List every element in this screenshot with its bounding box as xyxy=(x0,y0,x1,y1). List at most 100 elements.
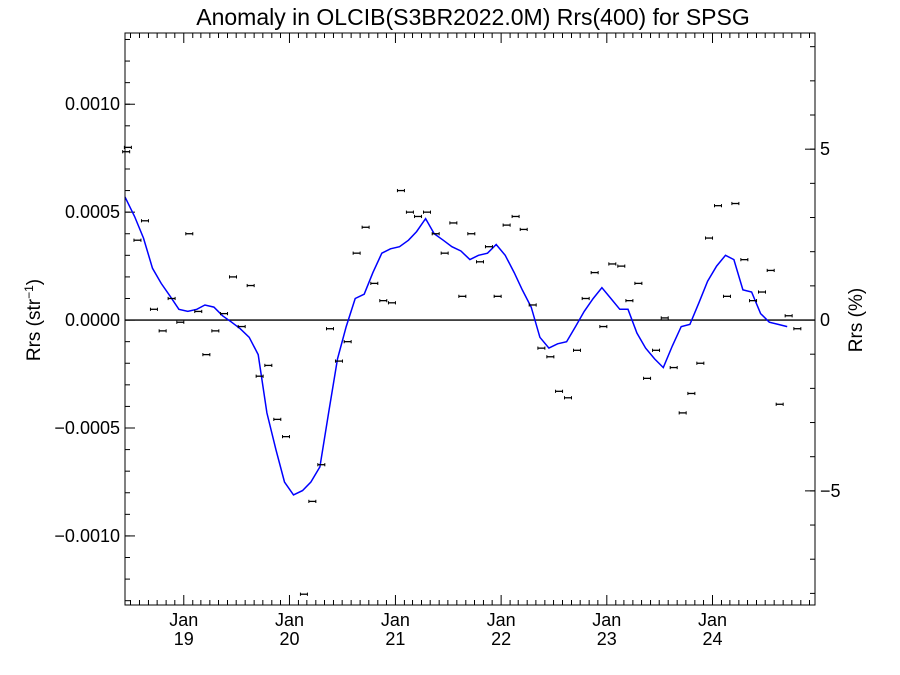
trend-layer xyxy=(124,196,788,496)
data-point xyxy=(617,264,626,268)
x-tick-year: 24 xyxy=(702,629,722,649)
data-points xyxy=(122,145,802,596)
data-point xyxy=(467,232,476,236)
data-point xyxy=(775,402,784,406)
data-point xyxy=(414,214,423,219)
data-point xyxy=(528,303,537,307)
data-point xyxy=(608,262,617,266)
y2-tick-label: 5 xyxy=(820,139,830,159)
y-tick-label: −0.0005 xyxy=(54,418,120,438)
y-tick-label: −0.0010 xyxy=(54,526,120,546)
data-point xyxy=(740,258,749,262)
data-point xyxy=(352,251,361,255)
data-point xyxy=(660,316,669,320)
data-point xyxy=(211,329,220,333)
data-point xyxy=(123,145,132,149)
data-point xyxy=(572,348,581,352)
data-point xyxy=(326,327,335,331)
data-point xyxy=(343,340,352,344)
data-point xyxy=(237,324,246,329)
y-tick-label: 0.0010 xyxy=(65,94,120,114)
y-tick-label: 0.0005 xyxy=(65,202,120,222)
axis-ticks xyxy=(125,33,815,605)
plot-frame xyxy=(124,32,816,606)
x-tick-month: Jan xyxy=(381,610,410,630)
tick-labels: 0.00100.00050.0000−0.0005−0.001050−5Jan1… xyxy=(54,94,840,649)
data-point xyxy=(590,270,599,275)
data-point xyxy=(255,374,264,378)
data-point xyxy=(149,307,158,311)
data-point xyxy=(537,346,546,350)
data-point xyxy=(185,232,194,236)
x-tick-year: 21 xyxy=(385,629,405,649)
data-point xyxy=(705,236,714,240)
x-tick-month: Jan xyxy=(275,610,304,630)
data-point xyxy=(634,281,643,285)
data-point xyxy=(396,188,405,193)
data-point xyxy=(758,290,767,294)
data-point xyxy=(387,301,396,305)
chart-title: Anomaly in OLCIB(S3BR2022.0M) Rrs(400) f… xyxy=(196,4,749,30)
x-tick-month: Jan xyxy=(592,610,621,630)
data-point xyxy=(687,391,696,396)
y2-tick-label: 0 xyxy=(820,310,830,330)
data-point xyxy=(546,355,555,359)
data-point xyxy=(714,204,723,208)
data-point xyxy=(431,232,440,236)
data-point xyxy=(669,365,678,370)
y-tick-label: 0.0000 xyxy=(65,310,120,330)
y2-axis-label: Rrs (%) xyxy=(846,288,867,352)
data-point xyxy=(299,592,308,596)
data-point xyxy=(511,214,520,219)
data-point xyxy=(273,417,282,421)
data-point xyxy=(122,150,131,154)
data-point xyxy=(140,219,149,223)
data-point xyxy=(581,296,590,301)
data-point xyxy=(334,359,343,363)
data-point xyxy=(194,309,203,314)
y2-tick-label: −5 xyxy=(820,481,841,501)
data-point xyxy=(229,275,238,279)
data-point xyxy=(678,411,687,415)
data-point xyxy=(158,329,167,333)
data-point xyxy=(202,353,211,357)
data-point xyxy=(167,296,176,301)
data-point xyxy=(766,268,775,273)
data-point xyxy=(405,210,414,214)
x-tick-month: Jan xyxy=(487,610,516,630)
data-point xyxy=(696,361,705,365)
data-point xyxy=(317,463,326,467)
data-point xyxy=(220,312,229,316)
data-point xyxy=(652,348,661,352)
data-point xyxy=(475,260,484,264)
x-tick-year: 23 xyxy=(597,629,617,649)
x-tick-month: Jan xyxy=(169,610,198,630)
data-point xyxy=(599,324,608,329)
x-tick-year: 20 xyxy=(279,629,299,649)
data-point xyxy=(722,294,731,298)
data-point xyxy=(458,294,467,298)
data-point xyxy=(731,201,740,206)
data-point xyxy=(449,221,458,225)
data-point xyxy=(555,389,564,393)
data-point xyxy=(484,245,493,249)
data-point xyxy=(440,251,449,255)
data-point xyxy=(423,210,432,214)
data-point xyxy=(502,223,511,227)
data-point xyxy=(370,281,379,285)
data-point xyxy=(361,225,370,229)
data-point xyxy=(519,227,528,232)
data-point xyxy=(749,299,758,303)
x-tick-year: 22 xyxy=(491,629,511,649)
x-tick-month: Jan xyxy=(698,610,727,630)
data-point xyxy=(281,435,290,439)
data-point xyxy=(246,283,255,288)
x-tick-year: 19 xyxy=(174,629,194,649)
data-point xyxy=(784,314,793,318)
data-point xyxy=(493,294,502,298)
data-point xyxy=(264,363,273,368)
data-point xyxy=(643,376,652,380)
data-point xyxy=(176,320,185,324)
data-point xyxy=(564,396,573,400)
